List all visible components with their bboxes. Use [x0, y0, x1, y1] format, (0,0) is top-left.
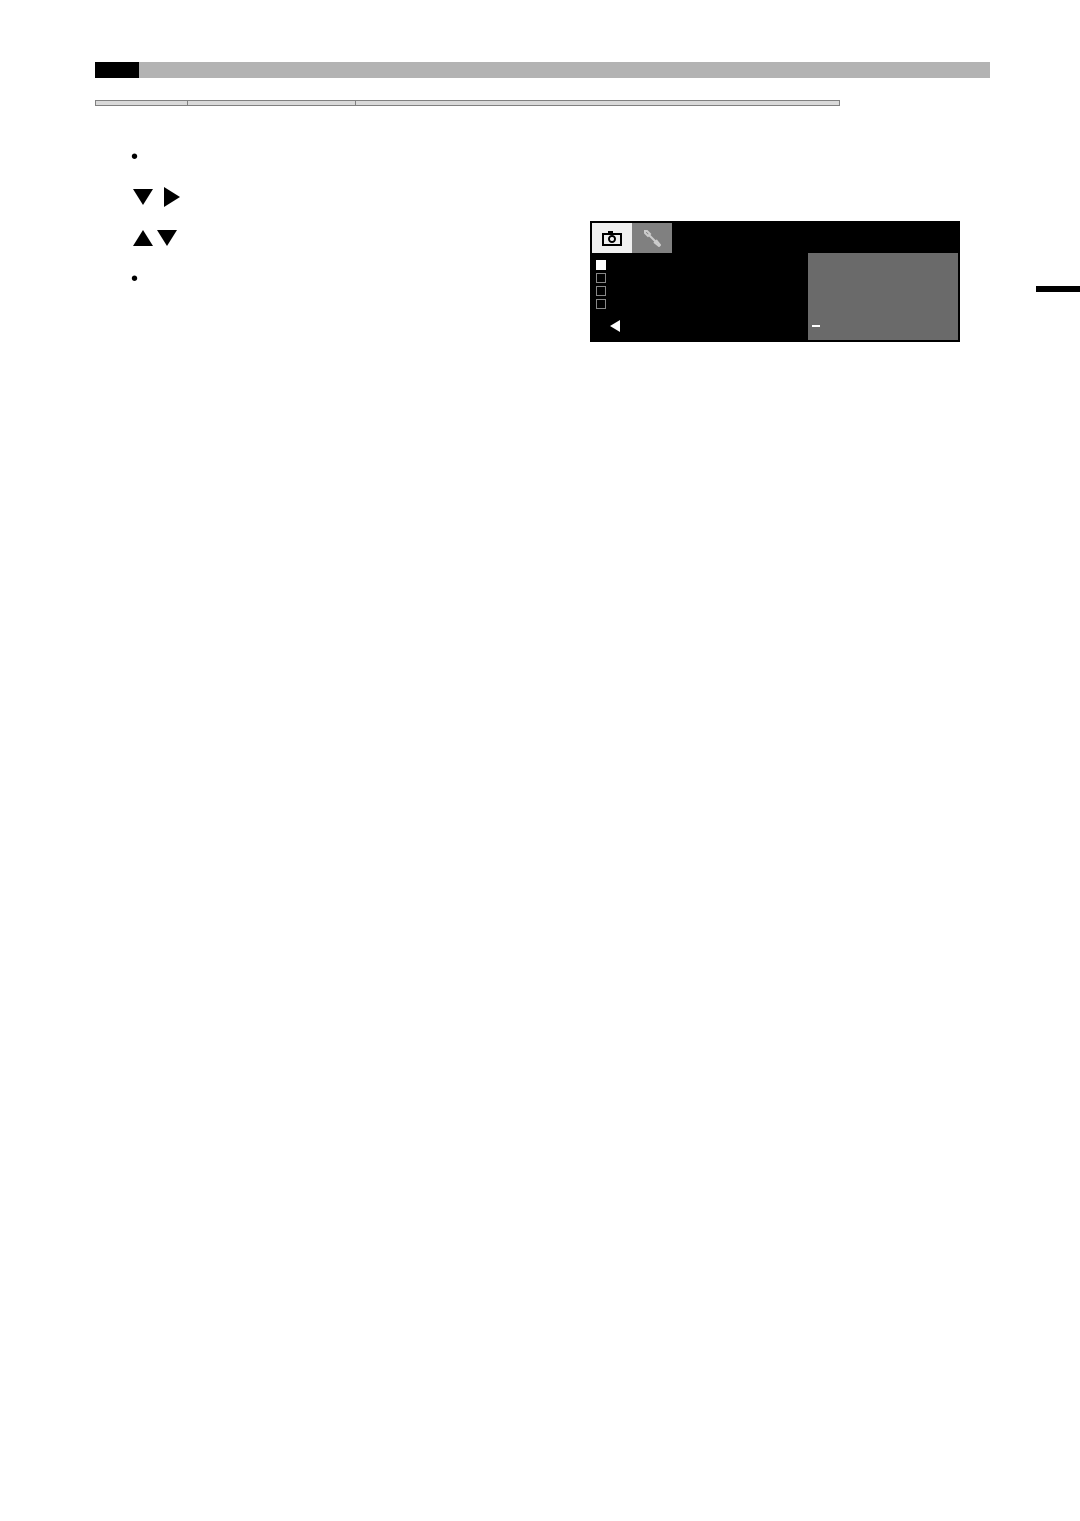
steps-list [95, 140, 990, 342]
triangle-down-icon [157, 230, 177, 246]
step-4 [95, 262, 576, 292]
step-2 [95, 180, 960, 211]
step-number [95, 221, 131, 223]
title-gray-block [139, 62, 990, 78]
table-header-symbol [96, 101, 188, 106]
step-number [95, 262, 131, 264]
camera-tab-icon [592, 223, 632, 253]
chapter-side-tab [1036, 286, 1080, 300]
focusing-modes-table [95, 100, 840, 106]
table-header-mode [188, 101, 356, 106]
title-black-block [95, 62, 139, 78]
camera-bottom-left [592, 312, 808, 340]
step-sub [131, 144, 960, 170]
camera-bottom-right [808, 312, 958, 340]
triangle-left-icon [610, 320, 620, 332]
step-1 [95, 140, 960, 170]
ok-box-icon [812, 325, 820, 327]
step-3 [95, 221, 576, 252]
wrench-tab-icon [632, 223, 672, 253]
step-sub [131, 266, 576, 292]
triangle-down-icon [133, 189, 153, 205]
table-header-description [356, 101, 840, 106]
camera-menu-screenshot [590, 221, 960, 342]
step-number [95, 140, 131, 142]
triangle-up-icon [133, 230, 153, 246]
chapter-number [1036, 286, 1080, 292]
triangle-right-icon [164, 187, 180, 207]
table-header-row [96, 101, 840, 106]
step-number [95, 180, 131, 182]
title-bar [95, 62, 990, 78]
camera-scroll-marks [592, 253, 610, 312]
